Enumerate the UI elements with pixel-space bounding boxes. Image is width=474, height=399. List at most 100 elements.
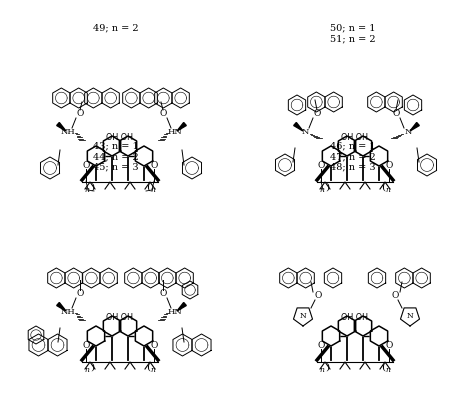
Polygon shape bbox=[70, 88, 87, 108]
Text: n: n bbox=[385, 186, 391, 194]
Polygon shape bbox=[192, 334, 211, 356]
Text: O: O bbox=[76, 290, 84, 298]
Text: ): ) bbox=[325, 182, 329, 192]
Text: NH: NH bbox=[61, 128, 75, 136]
Polygon shape bbox=[401, 308, 419, 326]
Polygon shape bbox=[29, 334, 48, 356]
Text: O: O bbox=[82, 160, 90, 170]
Text: (: ( bbox=[146, 363, 150, 371]
Polygon shape bbox=[368, 268, 386, 288]
Polygon shape bbox=[87, 146, 105, 166]
Text: (: ( bbox=[381, 363, 385, 371]
Polygon shape bbox=[338, 316, 356, 336]
Polygon shape bbox=[48, 334, 67, 356]
Polygon shape bbox=[40, 157, 60, 179]
Polygon shape bbox=[119, 316, 137, 336]
Text: O: O bbox=[82, 340, 90, 350]
Polygon shape bbox=[297, 268, 314, 288]
Polygon shape bbox=[65, 268, 82, 288]
Text: N: N bbox=[407, 312, 413, 320]
Text: n: n bbox=[319, 186, 324, 194]
Polygon shape bbox=[57, 122, 66, 131]
Polygon shape bbox=[28, 326, 44, 344]
Polygon shape bbox=[119, 136, 137, 156]
Text: O: O bbox=[159, 109, 167, 119]
Polygon shape bbox=[136, 326, 153, 346]
Text: O: O bbox=[76, 109, 84, 119]
Text: ): ) bbox=[90, 363, 94, 371]
Polygon shape bbox=[404, 95, 422, 115]
Polygon shape bbox=[100, 268, 117, 288]
Text: OH OH: OH OH bbox=[341, 134, 368, 142]
Text: n: n bbox=[151, 366, 155, 374]
Text: ): ) bbox=[325, 363, 329, 371]
Text: n: n bbox=[151, 186, 155, 194]
Polygon shape bbox=[155, 88, 172, 108]
Polygon shape bbox=[177, 122, 186, 131]
Text: O: O bbox=[317, 340, 325, 350]
Polygon shape bbox=[102, 88, 119, 108]
Polygon shape bbox=[324, 268, 342, 288]
Text: (: ( bbox=[381, 182, 385, 192]
Text: ): ) bbox=[90, 182, 94, 192]
Polygon shape bbox=[413, 268, 430, 288]
Polygon shape bbox=[370, 326, 388, 346]
Text: O: O bbox=[150, 160, 158, 170]
Polygon shape bbox=[140, 88, 157, 108]
Polygon shape bbox=[172, 88, 189, 108]
Polygon shape bbox=[288, 95, 306, 115]
Polygon shape bbox=[418, 154, 437, 176]
Polygon shape bbox=[53, 88, 70, 108]
Polygon shape bbox=[370, 146, 388, 166]
Text: 43; n = 1
44; n = 2
45; n = 3: 43; n = 1 44; n = 2 45; n = 3 bbox=[93, 142, 139, 172]
Polygon shape bbox=[123, 88, 140, 108]
Polygon shape bbox=[125, 268, 142, 288]
Polygon shape bbox=[136, 146, 153, 166]
Text: N: N bbox=[300, 312, 306, 320]
Polygon shape bbox=[82, 268, 100, 288]
Polygon shape bbox=[85, 88, 102, 108]
Text: 46; n = 1
47; n = 2
48; n = 3: 46; n = 1 47; n = 2 48; n = 3 bbox=[330, 142, 376, 172]
Polygon shape bbox=[177, 302, 186, 311]
Text: n: n bbox=[84, 186, 90, 194]
Text: O: O bbox=[313, 109, 321, 119]
Polygon shape bbox=[173, 334, 192, 356]
Polygon shape bbox=[325, 92, 342, 112]
Polygon shape bbox=[103, 136, 121, 156]
Polygon shape bbox=[322, 326, 340, 346]
Text: n: n bbox=[84, 366, 90, 374]
Text: O: O bbox=[159, 290, 167, 298]
Polygon shape bbox=[87, 326, 105, 346]
Text: O: O bbox=[385, 160, 392, 170]
Polygon shape bbox=[368, 92, 385, 112]
Text: O: O bbox=[385, 340, 392, 350]
Polygon shape bbox=[182, 281, 198, 299]
Text: OH OH: OH OH bbox=[107, 134, 134, 142]
Polygon shape bbox=[355, 136, 372, 156]
Text: n: n bbox=[385, 366, 391, 374]
Text: O: O bbox=[314, 292, 322, 300]
Text: HN: HN bbox=[168, 308, 182, 316]
Polygon shape bbox=[159, 268, 176, 288]
Polygon shape bbox=[293, 308, 312, 326]
Polygon shape bbox=[308, 92, 325, 112]
Polygon shape bbox=[338, 136, 356, 156]
Text: n: n bbox=[319, 366, 324, 374]
Text: O: O bbox=[150, 340, 158, 350]
Polygon shape bbox=[355, 316, 372, 336]
Text: HN: HN bbox=[168, 128, 182, 136]
Polygon shape bbox=[294, 122, 303, 131]
Text: N: N bbox=[404, 128, 412, 136]
Polygon shape bbox=[57, 302, 66, 311]
Polygon shape bbox=[142, 268, 159, 288]
Polygon shape bbox=[280, 268, 297, 288]
Polygon shape bbox=[275, 154, 294, 176]
Text: N: N bbox=[301, 128, 309, 136]
Text: 49; n = 2: 49; n = 2 bbox=[93, 24, 139, 33]
Text: OH OH: OH OH bbox=[107, 314, 134, 322]
Polygon shape bbox=[176, 268, 193, 288]
Text: OH OH: OH OH bbox=[341, 314, 368, 322]
Polygon shape bbox=[385, 92, 402, 112]
Text: NH: NH bbox=[61, 308, 75, 316]
Text: O: O bbox=[392, 109, 400, 119]
